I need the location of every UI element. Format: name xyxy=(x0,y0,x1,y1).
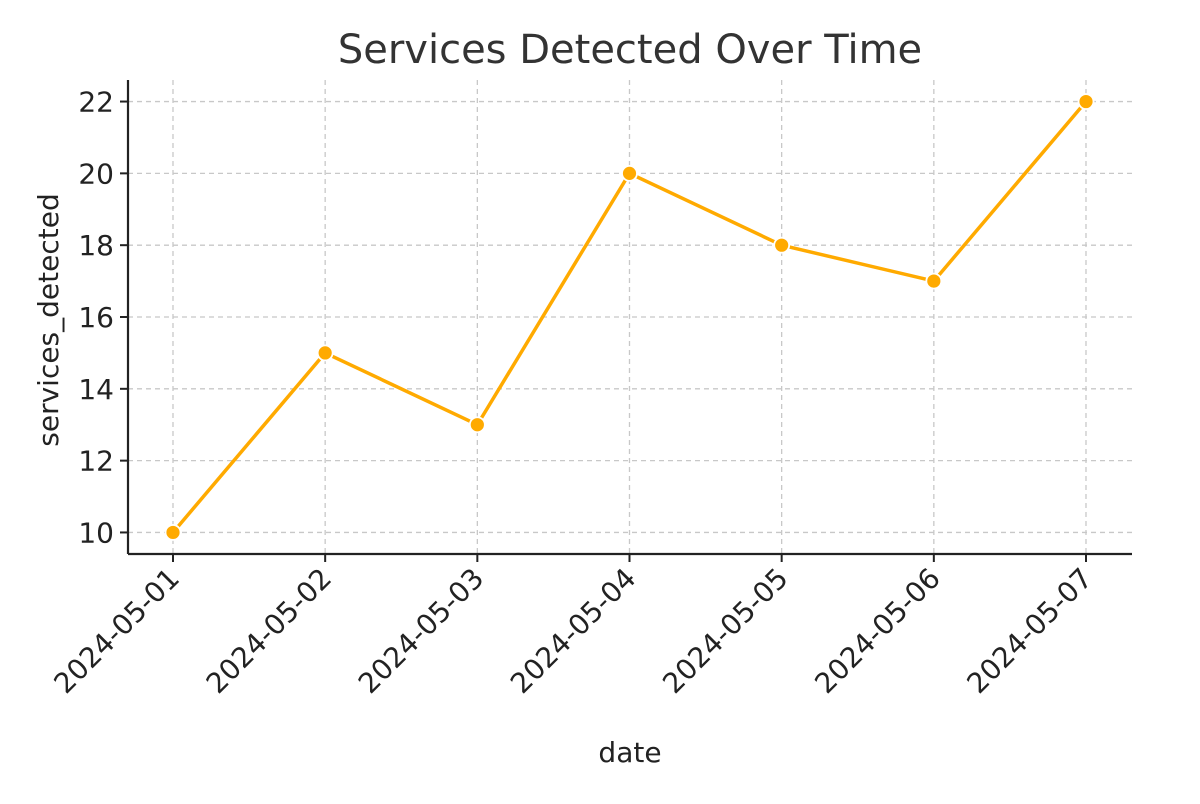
y-tick-label: 20 xyxy=(78,157,114,190)
chart-title: Services Detected Over Time xyxy=(338,27,922,73)
y-tick-label: 14 xyxy=(78,373,114,406)
x-tick-label: 2024-05-04 xyxy=(504,562,642,700)
y-tick-label: 22 xyxy=(78,86,114,119)
data-point xyxy=(773,236,791,254)
series-layer xyxy=(164,93,1095,541)
x-tick-label: 2024-05-07 xyxy=(961,562,1099,700)
x-tick-label: 2024-05-05 xyxy=(656,562,794,700)
data-point xyxy=(164,524,182,541)
x-tick-label: 2024-05-03 xyxy=(352,562,490,700)
y-tick-label: 18 xyxy=(78,229,114,262)
data-point xyxy=(316,344,334,362)
data-point xyxy=(468,416,486,434)
y-axis-label: services_detected xyxy=(32,193,65,446)
y-tick-label: 12 xyxy=(78,445,114,478)
x-axis-label: date xyxy=(598,736,661,769)
x-tick-label: 2024-05-01 xyxy=(48,562,186,700)
y-axis-ticks: 10 12 14 16 18 20 22 xyxy=(78,86,128,549)
data-point xyxy=(621,164,638,182)
data-point xyxy=(1077,93,1095,110)
data-point xyxy=(925,272,943,290)
x-tick-label: 2024-05-02 xyxy=(200,562,338,700)
x-tick-label: 2024-05-06 xyxy=(808,562,946,700)
y-tick-label: 10 xyxy=(78,516,114,549)
x-axis-ticks: 2024-05-01 2024-05-02 2024-05-03 2024-05-04… xyxy=(48,554,1099,700)
grid-lines xyxy=(128,80,1132,554)
y-tick-label: 16 xyxy=(78,301,114,334)
